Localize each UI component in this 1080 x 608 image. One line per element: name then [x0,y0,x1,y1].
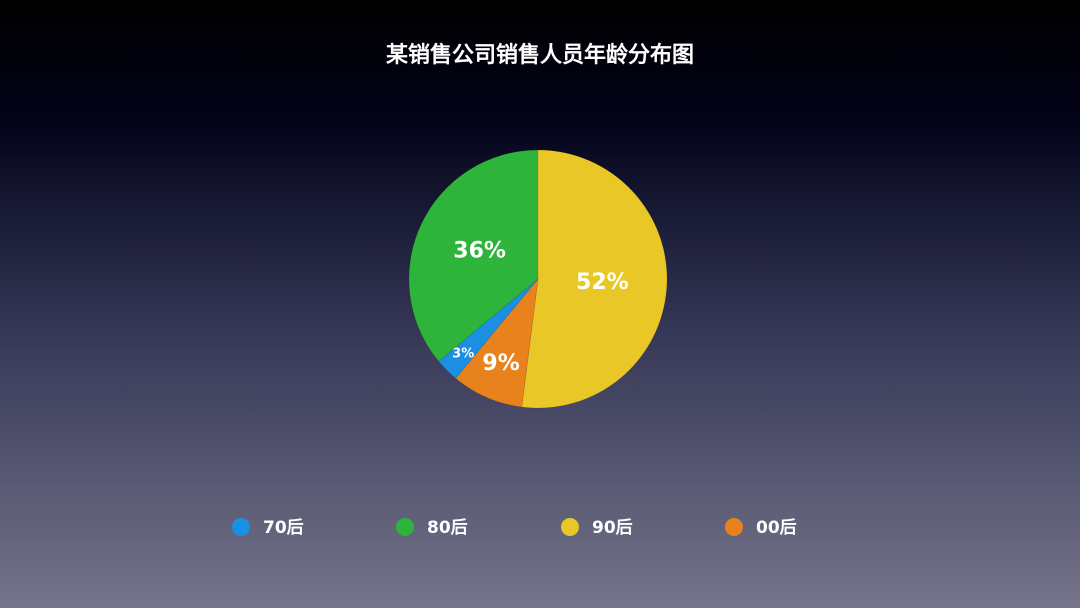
legend-label: 00后 [756,518,797,538]
legend-label: 80后 [427,518,468,538]
pie-slice [521,149,668,409]
pie-slice [455,278,539,408]
data-label: 3% [452,346,474,361]
legend-marker [725,518,743,536]
legend-marker [232,518,250,536]
legend-label: 90后 [592,518,633,538]
legend-label: 70后 [263,518,304,538]
pie-slice [408,149,539,362]
data-label: 9% [482,351,519,376]
data-label: 52% [576,270,629,295]
legend-marker [561,518,579,536]
legend-marker [396,518,414,536]
pie-slice [438,278,539,379]
data-label: 36% [453,239,506,264]
chart-title: 某销售公司销售人员年龄分布图 [386,42,694,68]
